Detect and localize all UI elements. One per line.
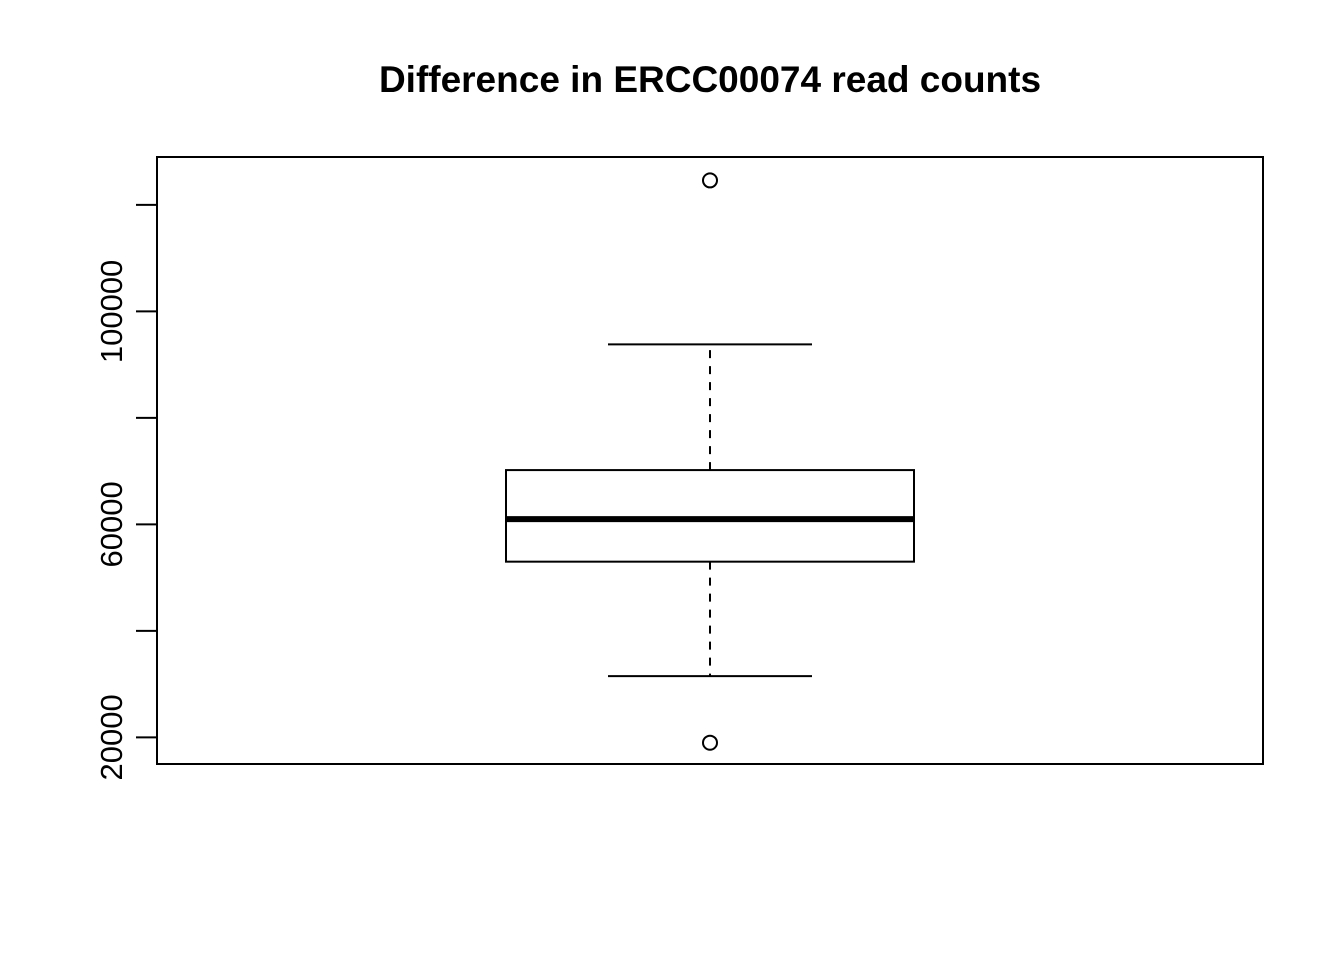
y-tick-label: 100000	[94, 260, 129, 363]
plot-frame	[156, 156, 1264, 765]
outlier-point	[702, 734, 718, 751]
y-axis: 20000 60000 100000	[94, 203, 157, 780]
boxplot	[505, 172, 915, 751]
iqr-box	[505, 469, 915, 563]
y-tick-label: 60000	[94, 481, 129, 567]
outlier-point	[702, 172, 718, 189]
chart-title: Difference in ERCC00074 read counts	[379, 59, 1041, 100]
y-tick-label: 20000	[94, 694, 129, 780]
